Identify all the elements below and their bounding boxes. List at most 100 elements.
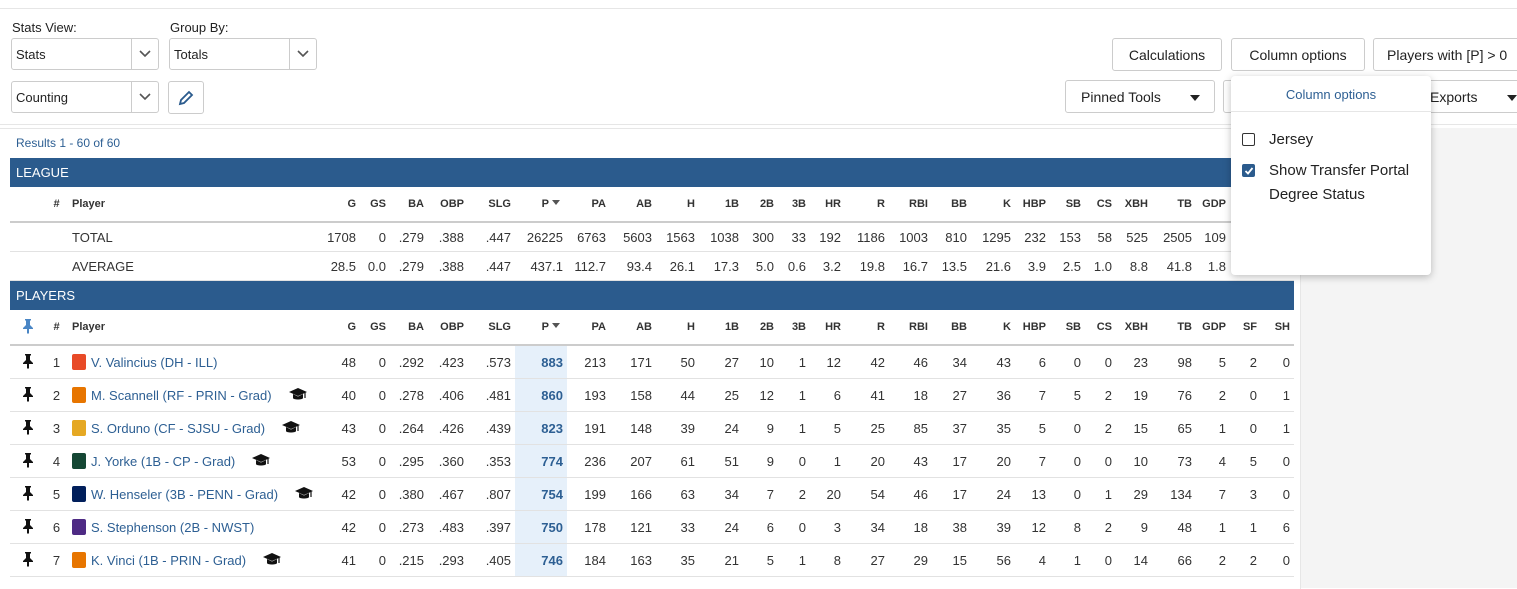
column-header[interactable]: OBP xyxy=(428,310,468,346)
button-label: Pinned Tools xyxy=(1081,88,1161,105)
column-header[interactable]: R xyxy=(845,310,889,346)
pin-icon[interactable] xyxy=(22,551,34,567)
column-label: RBI xyxy=(909,321,928,333)
column-header[interactable]: P xyxy=(515,310,567,346)
column-header[interactable]: SB xyxy=(1050,187,1085,223)
column-header[interactable]: RBI xyxy=(889,310,932,346)
stat-cell: 0 xyxy=(1261,345,1294,379)
column-header[interactable]: BA xyxy=(390,310,428,346)
column-label: TB xyxy=(1177,321,1192,333)
column-header[interactable]: BB xyxy=(932,187,971,223)
column-options-button[interactable]: Column options xyxy=(1231,38,1365,71)
pinned-tools-button[interactable]: Pinned Tools xyxy=(1065,80,1215,113)
column-header[interactable]: SLG xyxy=(468,310,515,346)
column-header[interactable]: K xyxy=(971,310,1015,346)
stat-cell: 2 xyxy=(1230,543,1261,577)
checkbox[interactable] xyxy=(1242,133,1255,146)
column-header[interactable]: GDP xyxy=(1196,310,1230,346)
column-header[interactable]: GS xyxy=(360,187,390,223)
column-header[interactable]: HBP xyxy=(1015,310,1050,346)
column-header[interactable]: HR xyxy=(810,310,845,346)
column-header[interactable]: 3B xyxy=(778,310,810,346)
column-header[interactable]: TB xyxy=(1152,310,1196,346)
player-name[interactable]: S. Stephenson (2B - NWST) xyxy=(91,520,255,535)
team-logo xyxy=(72,354,86,370)
column-header[interactable]: # xyxy=(45,187,68,223)
column-header[interactable]: G xyxy=(325,187,360,223)
column-header[interactable]: H xyxy=(656,310,699,346)
column-header[interactable]: SF xyxy=(1230,310,1261,346)
pin-icon[interactable] xyxy=(22,353,34,369)
pin-icon[interactable] xyxy=(22,386,34,402)
column-header[interactable]: PA xyxy=(567,310,610,346)
column-header[interactable]: CS xyxy=(1085,187,1116,223)
pin-icon[interactable] xyxy=(22,485,34,501)
column-header[interactable]: Player xyxy=(68,310,325,346)
column-header[interactable]: HR xyxy=(810,187,845,223)
menu-option[interactable]: Jersey xyxy=(1242,128,1427,152)
column-header[interactable]: SLG xyxy=(468,187,515,223)
player-name[interactable]: V. Valincius (DH - ILL) xyxy=(91,355,218,370)
column-header[interactable]: BB xyxy=(932,310,971,346)
column-header[interactable]: AB xyxy=(610,187,656,223)
column-header[interactable]: P xyxy=(515,187,567,223)
stat-cell: 1 xyxy=(1050,543,1085,577)
column-header[interactable]: # xyxy=(45,310,68,346)
stat-cell: 46 xyxy=(889,477,932,511)
stat-cell: 56 xyxy=(971,543,1015,577)
stat-cell: .279 xyxy=(390,251,428,281)
pin-icon[interactable] xyxy=(22,318,34,334)
column-header[interactable]: 2B xyxy=(743,310,778,346)
select[interactable]: Counting xyxy=(11,81,159,113)
column-header[interactable]: OBP xyxy=(428,187,468,223)
edit-button[interactable] xyxy=(168,81,204,114)
stat-cell: 1.8 xyxy=(1196,251,1230,281)
pin-icon[interactable] xyxy=(22,452,34,468)
player-name[interactable]: M. Scannell (RF - PRIN - Grad) xyxy=(91,388,272,403)
stat-cell: 171 xyxy=(610,345,656,379)
column-header[interactable]: R xyxy=(845,187,889,223)
stat-cell: 9 xyxy=(1116,510,1152,544)
player-cell: J. Yorke (1B - CP - Grad) xyxy=(68,444,325,478)
menu-option[interactable]: Show Transfer Portal Degree Status xyxy=(1242,159,1427,207)
column-header[interactable]: XBH xyxy=(1116,187,1152,223)
column-header[interactable]: AB xyxy=(610,310,656,346)
column-header[interactable]: 3B xyxy=(778,187,810,223)
column-header[interactable]: SB xyxy=(1050,310,1085,346)
column-header[interactable]: HBP xyxy=(1015,187,1050,223)
column-header[interactable]: 2B xyxy=(743,187,778,223)
column-header[interactable]: PA xyxy=(567,187,610,223)
column-header[interactable]: XBH xyxy=(1116,310,1152,346)
player-name[interactable]: S. Orduno (CF - SJSU - Grad) xyxy=(91,421,266,436)
column-header[interactable]: H xyxy=(656,187,699,223)
player-name[interactable]: W. Henseler (3B - PENN - Grad) xyxy=(91,487,279,502)
column-header[interactable]: G xyxy=(325,310,360,346)
column-header[interactable]: RBI xyxy=(889,187,932,223)
checkbox[interactable] xyxy=(1242,164,1255,177)
select[interactable]: Stats xyxy=(11,38,159,70)
column-label: PA xyxy=(591,198,606,210)
column-header[interactable]: 1B xyxy=(699,187,743,223)
stat-cell: .467 xyxy=(428,477,468,511)
column-header[interactable]: Player xyxy=(68,187,325,223)
stat-cell: 17 xyxy=(932,477,971,511)
column-header[interactable]: SH xyxy=(1261,310,1294,346)
select[interactable]: Totals xyxy=(169,38,317,70)
column-header[interactable]: TB xyxy=(1152,187,1196,223)
column-header[interactable]: K xyxy=(971,187,1015,223)
column-header[interactable]: GS xyxy=(360,310,390,346)
column-header[interactable]: 1B xyxy=(699,310,743,346)
team-logo xyxy=(72,387,86,403)
column-header[interactable]: BA xyxy=(390,187,428,223)
column-label: GS xyxy=(370,321,386,333)
calculations-button[interactable]: Calculations xyxy=(1112,38,1222,71)
pin-icon[interactable] xyxy=(22,518,34,534)
player-name[interactable]: K. Vinci (1B - PRIN - Grad) xyxy=(91,553,247,568)
stat-cell: 1 xyxy=(1261,411,1294,445)
stat-cell: 37 xyxy=(932,411,971,445)
column-header[interactable]: GDP xyxy=(1196,187,1230,223)
player-name[interactable]: J. Yorke (1B - CP - Grad) xyxy=(91,454,236,469)
players-filter-button[interactable]: Players with [P] > 0 xyxy=(1373,38,1517,71)
pin-icon[interactable] xyxy=(22,419,34,435)
column-header[interactable]: CS xyxy=(1085,310,1116,346)
